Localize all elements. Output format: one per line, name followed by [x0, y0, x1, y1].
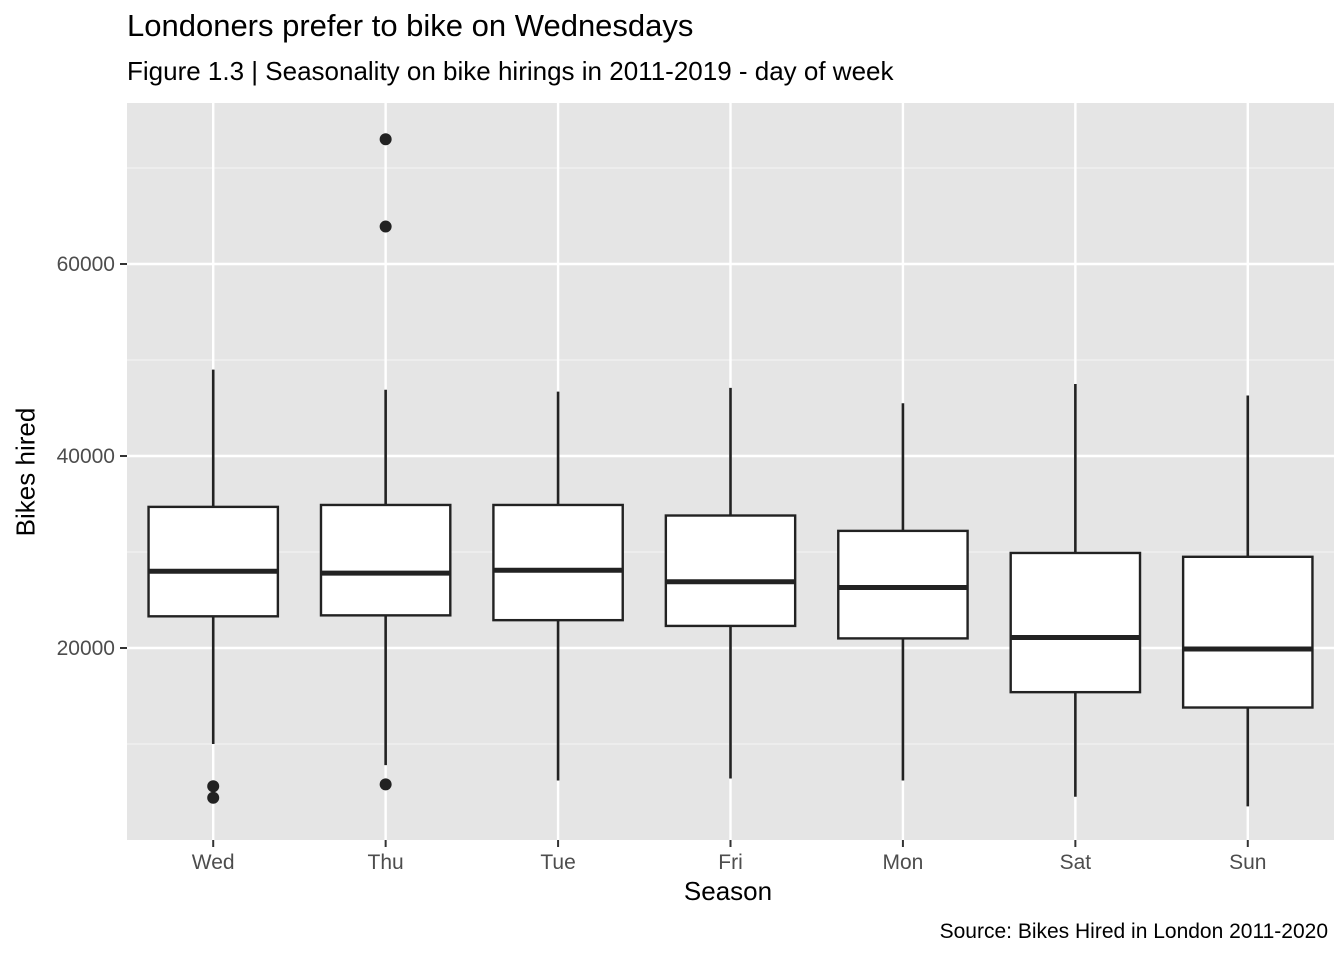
- x-tick-label-sat: Sat: [1060, 851, 1092, 874]
- outlier-point: [379, 133, 392, 146]
- box-iqr: [1181, 555, 1314, 709]
- x-axis-label: Season: [683, 876, 773, 906]
- y-tick-label: 40000: [57, 445, 115, 468]
- box-sun: [1181, 395, 1314, 807]
- axes: 20000 40000 60000 Wed Thu Tue Fri Mon Sat Sun: [57, 253, 1267, 874]
- box-iqr: [147, 505, 280, 618]
- box-iqr: [1009, 551, 1142, 694]
- outlier-point: [379, 778, 392, 791]
- x-tick-label-tue: Tue: [540, 851, 575, 874]
- box-iqr: [837, 529, 969, 640]
- box-iqr: [492, 503, 624, 622]
- box-thu: [319, 133, 452, 791]
- box-series: [147, 133, 1314, 807]
- chart-subtitle: Figure 1.3 | Seasonality on bike hirings…: [127, 56, 894, 86]
- box-wed: [147, 369, 280, 804]
- box-mon: [837, 403, 969, 781]
- x-tick-label-fri: Fri: [718, 851, 743, 874]
- x-tick-label-sun: Sun: [1229, 851, 1266, 874]
- y-tick-label: 60000: [57, 253, 115, 276]
- outlier-point: [207, 780, 220, 793]
- outlier-point: [207, 791, 220, 804]
- box-iqr: [319, 503, 452, 617]
- outlier-point: [379, 220, 392, 233]
- x-tick-label-wed: Wed: [192, 851, 235, 874]
- x-tick-label-mon: Mon: [882, 851, 923, 874]
- x-tick-label-thu: Thu: [368, 851, 404, 874]
- box-iqr: [664, 514, 797, 628]
- box-tue: [492, 391, 624, 781]
- y-tick-label: 20000: [57, 637, 115, 660]
- y-axis-label: Bikes hired: [10, 407, 41, 537]
- chart-caption: Source: Bikes Hired in London 2011-2020: [939, 920, 1328, 943]
- box-fri: [664, 387, 797, 779]
- chart-title: Londoners prefer to bike on Wednesdays: [127, 8, 694, 43]
- box-sat: [1009, 384, 1142, 797]
